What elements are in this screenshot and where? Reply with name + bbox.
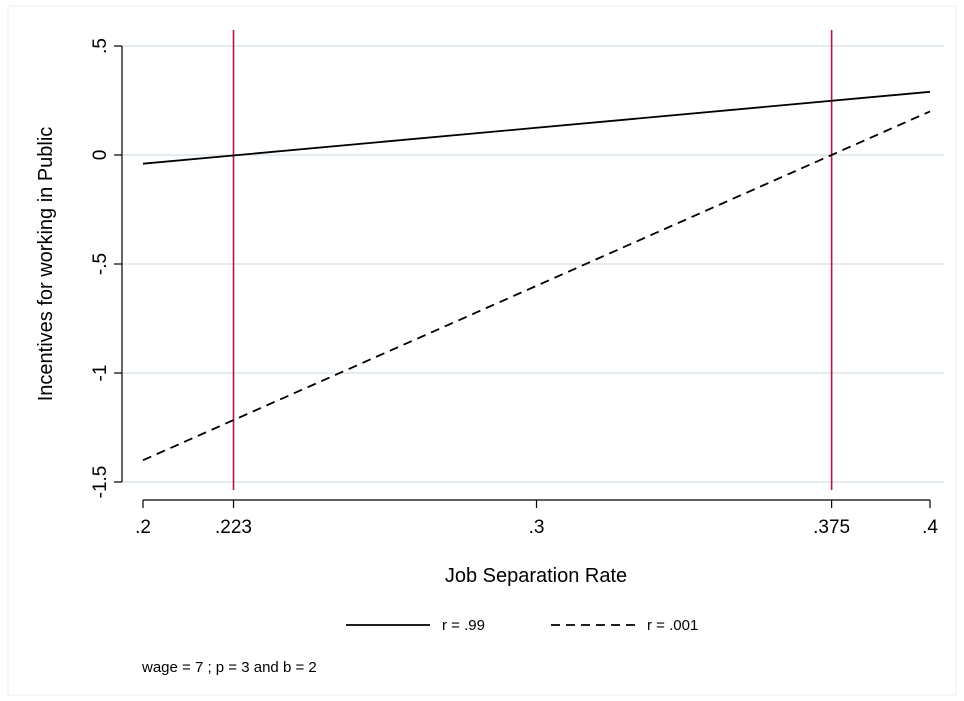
x-tick-label: .4: [922, 517, 938, 538]
chart-frame: [7, 5, 957, 696]
chart-note: wage = 7 ; p = 3 and b = 2: [141, 659, 317, 676]
x-tick-label: .2: [135, 517, 151, 538]
y-tick-label: -.5: [90, 253, 111, 275]
x-axis-title: Job Separation Rate: [445, 565, 627, 587]
y-tick-label: .5: [90, 38, 111, 54]
x-tick-label: .223: [215, 517, 252, 538]
x-tick-label: .3: [529, 517, 545, 538]
y-tick-label: -1: [90, 365, 111, 382]
y-tick-label: -1.5: [90, 466, 111, 499]
series-line-2: [142, 110, 931, 462]
legend: r = .99 r = .001: [346, 617, 698, 634]
y-axis-title: Incentives for working in Public: [35, 127, 57, 402]
series-line-1: [142, 90, 931, 165]
legend-label-1: r = .99: [442, 617, 485, 634]
y-tick-label: 0: [90, 150, 111, 161]
legend-label-2: r = .001: [647, 617, 698, 634]
x-tick-label: .375: [813, 517, 850, 538]
